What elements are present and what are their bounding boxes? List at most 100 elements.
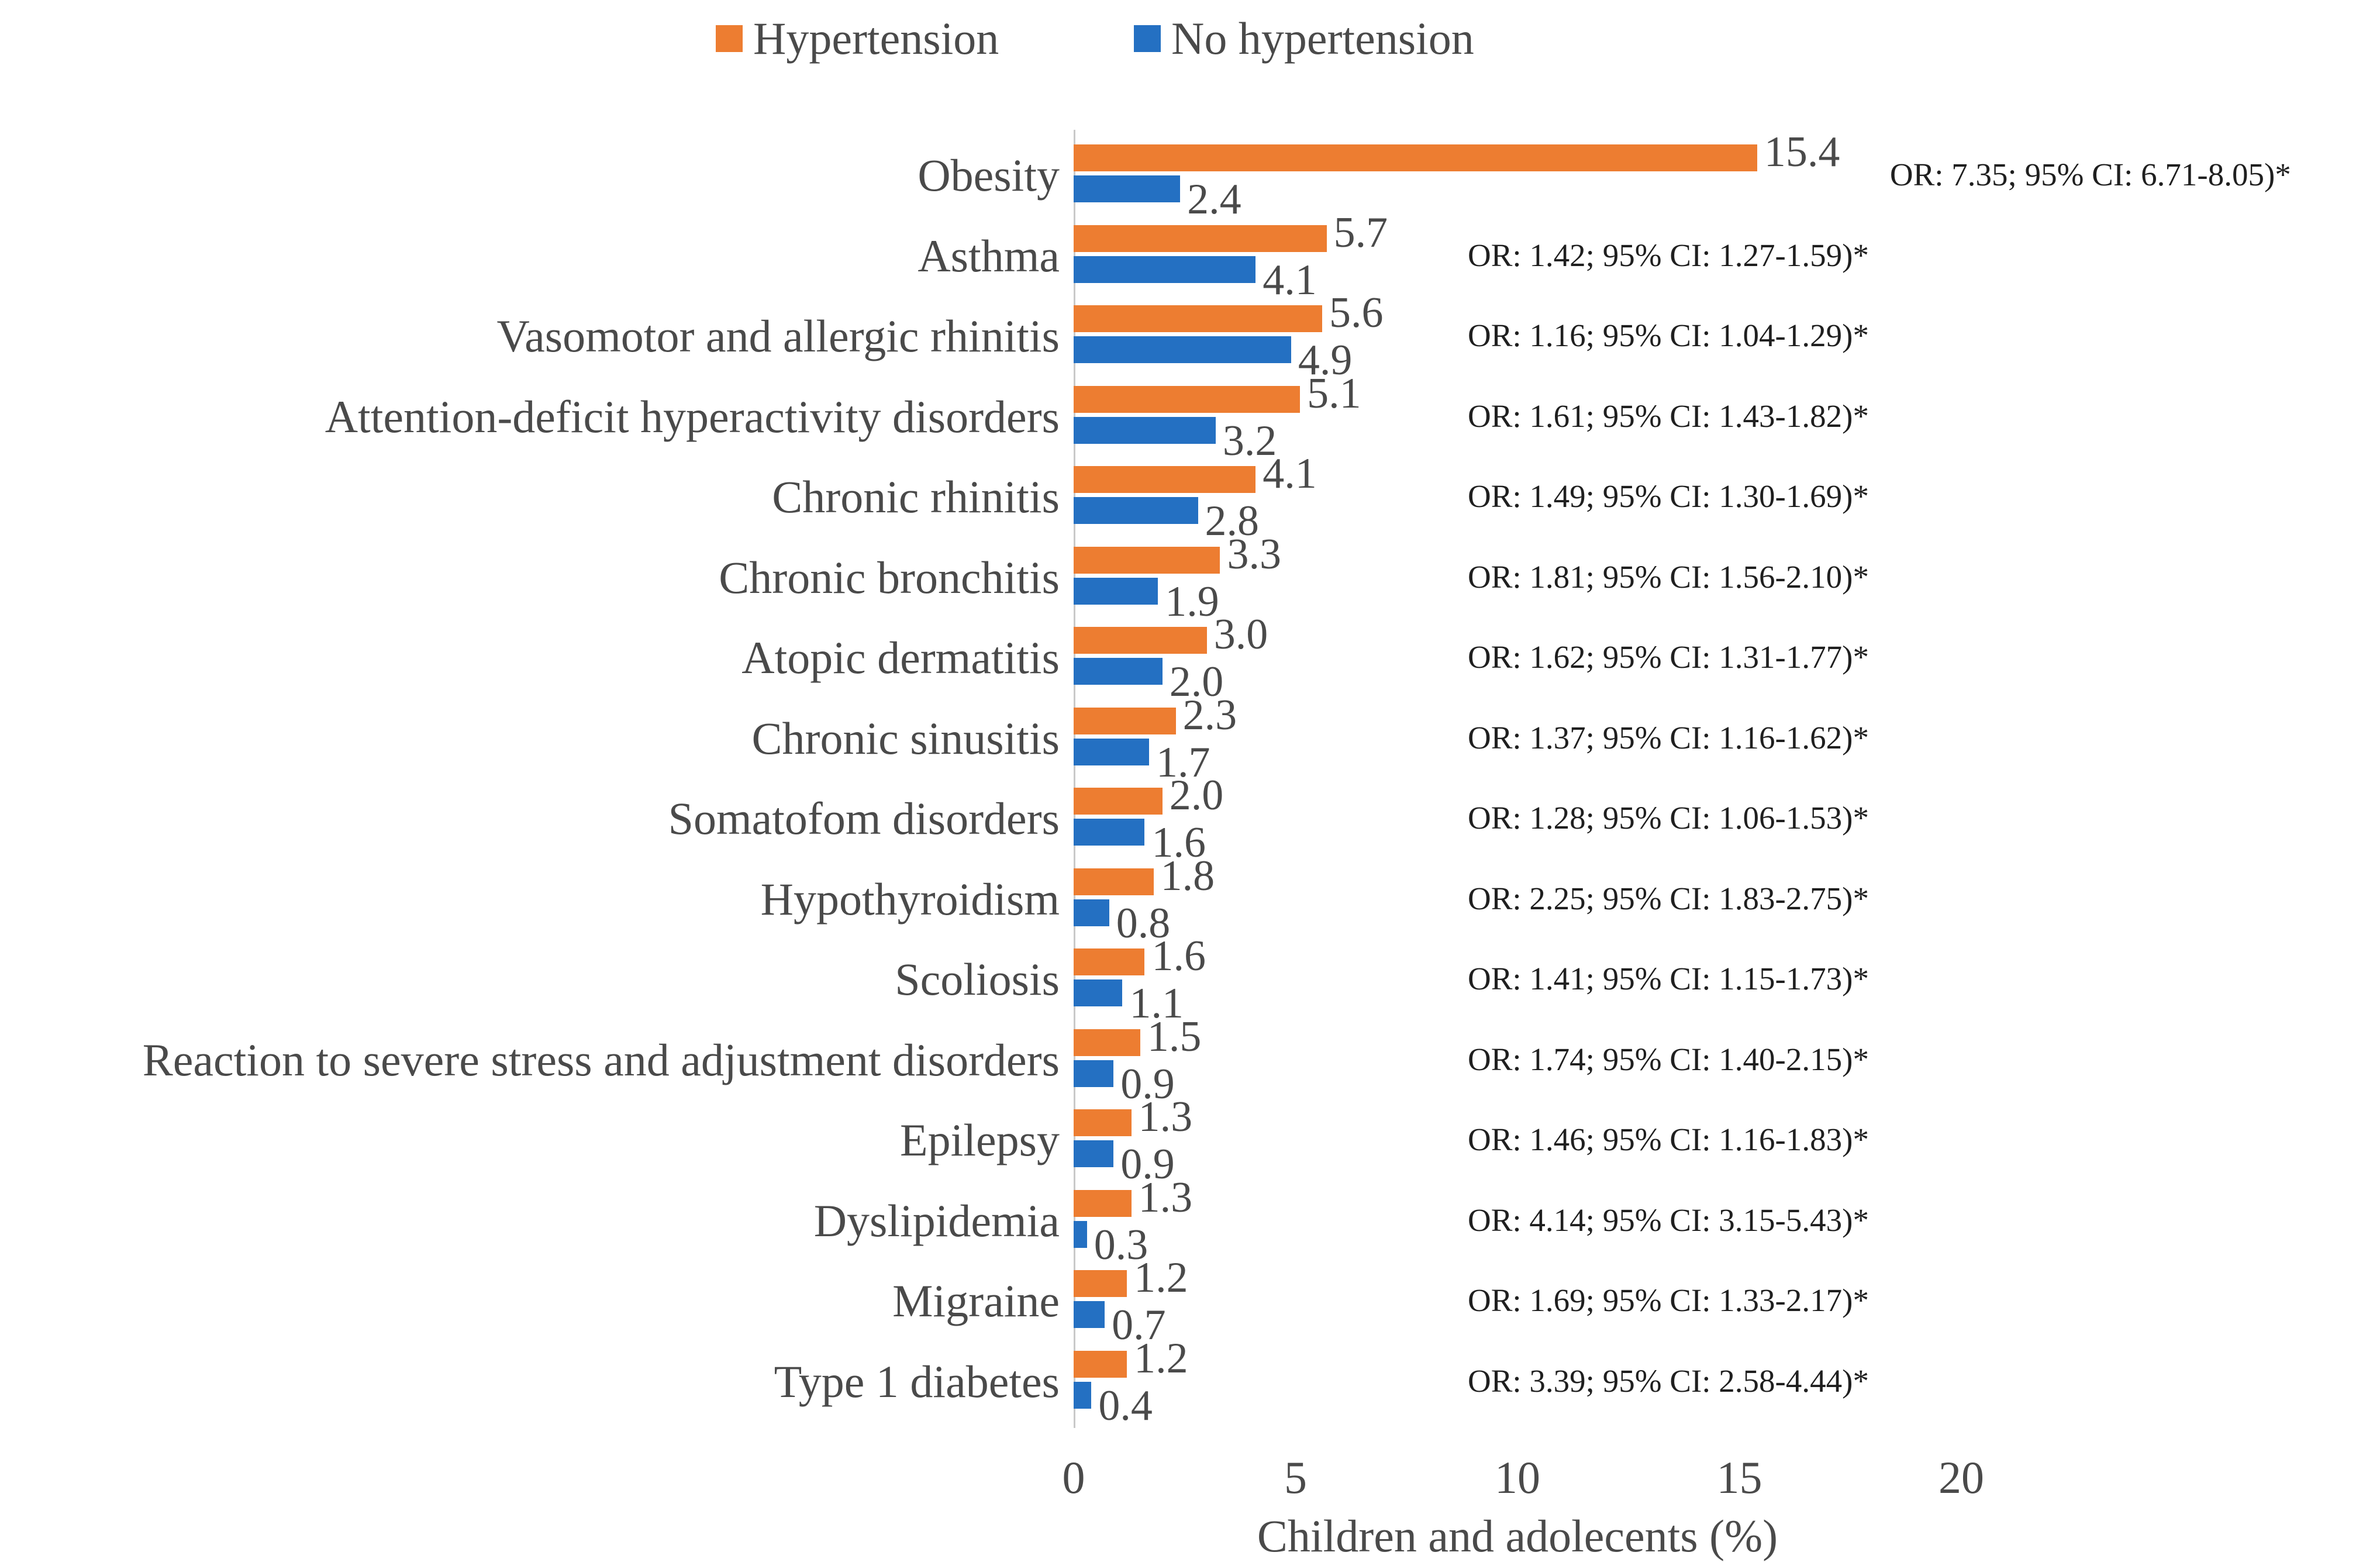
hypertension-value-label: 5.6	[1329, 289, 1384, 337]
odds-ratio-annotation: OR: 1.62; 95% CI: 1.31-1.77)*	[1468, 639, 1869, 675]
category-label: Attention-deficit hyperactivity disorder…	[325, 391, 1060, 442]
category-label: Epilepsy	[900, 1115, 1060, 1165]
hypertension-value-label: 5.7	[1333, 208, 1388, 257]
hypertension-bar	[1074, 546, 1220, 574]
category-label: Scoliosis	[895, 954, 1060, 1005]
odds-ratio-annotation: OR: 1.16; 95% CI: 1.04-1.29)*	[1468, 318, 1869, 353]
category-label: Migraine	[892, 1275, 1060, 1326]
hypertension-bar	[1074, 627, 1207, 654]
no-hypertension-bar	[1074, 738, 1150, 765]
odds-ratio-annotation: OR: 3.39; 95% CI: 2.58-4.44)*	[1468, 1363, 1869, 1399]
category-label: Chronic rhinitis	[772, 471, 1060, 522]
legend-item-no-hypertension: No hypertension	[1134, 11, 1474, 67]
odds-ratio-annotation: OR: 7.35; 95% CI: 6.71-8.05)*	[1889, 157, 2291, 192]
no-hypertension-value-label: 0.7	[1112, 1301, 1166, 1349]
no-hypertension-value-label: 0.9	[1120, 1140, 1175, 1188]
hypertension-value-label: 1.2	[1134, 1254, 1188, 1302]
hypertension-bar	[1074, 1270, 1127, 1297]
hypertension-bar	[1074, 788, 1163, 815]
x-tick-label: 10	[1495, 1452, 1540, 1503]
no-hypertension-bar	[1074, 256, 1256, 283]
x-tick-label: 0	[1062, 1452, 1085, 1503]
hypertension-value-label: 1.6	[1151, 932, 1206, 980]
hypertension-bar	[1074, 1109, 1132, 1136]
no-hypertension-value-label: 3.2	[1222, 416, 1277, 465]
x-tick-label: 5	[1284, 1452, 1307, 1503]
hypertension-value-label: 1.8	[1160, 851, 1215, 900]
no-hypertension-value-label: 4.9	[1298, 336, 1353, 384]
category-label: Asthma	[917, 230, 1060, 281]
category-label: Chronic sinusitis	[751, 712, 1060, 764]
no-hypertension-bar	[1074, 577, 1158, 605]
odds-ratio-annotation: OR: 1.37; 95% CI: 1.16-1.62)*	[1468, 719, 1869, 756]
hypertension-bar	[1074, 868, 1154, 895]
odds-ratio-annotation: OR: 4.14; 95% CI: 3.15-5.43)*	[1468, 1202, 1869, 1238]
odds-ratio-annotation: OR: 1.46; 95% CI: 1.16-1.83)*	[1468, 1122, 1869, 1157]
no-hypertension-bar	[1074, 819, 1145, 846]
hypertension-legend-label: Hypertension	[753, 13, 999, 64]
odds-ratio-annotation: OR: 1.42; 95% CI: 1.27-1.59)*	[1468, 237, 1869, 273]
no-hypertension-bar	[1074, 658, 1163, 685]
hypertension-bar	[1074, 948, 1145, 975]
no-hypertension-value-label: 1.1	[1129, 979, 1184, 1027]
hypertension-value-label: 4.1	[1263, 450, 1317, 498]
hypertension-bar	[1074, 385, 1301, 413]
no-hypertension-legend-swatch	[1134, 25, 1161, 52]
category-axis-line	[1074, 130, 1075, 1428]
no-hypertension-value-label: 2.8	[1205, 497, 1260, 545]
no-hypertension-value-label: 0.9	[1120, 1060, 1175, 1108]
odds-ratio-annotation: OR: 1.74; 95% CI: 1.40-2.15)*	[1468, 1041, 1869, 1077]
no-hypertension-bar	[1074, 1140, 1114, 1167]
no-hypertension-bar	[1074, 1060, 1114, 1087]
no-hypertension-value-label: 1.9	[1165, 577, 1219, 626]
no-hypertension-value-label: 1.6	[1151, 819, 1206, 867]
no-hypertension-bar	[1074, 175, 1181, 202]
odds-ratio-annotation: OR: 1.69; 95% CI: 1.33-2.17)*	[1468, 1282, 1869, 1318]
odds-ratio-annotation: OR: 1.61; 95% CI: 1.43-1.82)*	[1468, 398, 1869, 434]
hypertension-legend-swatch	[716, 25, 743, 52]
no-hypertension-bar	[1074, 416, 1216, 444]
category-label: Reaction to severe stress and adjustment…	[142, 1034, 1060, 1085]
no-hypertension-bar	[1074, 336, 1291, 363]
no-hypertension-value-label: 1.7	[1156, 738, 1210, 787]
legend-item-hypertension: Hypertension	[716, 11, 999, 67]
no-hypertension-value-label: 2.4	[1187, 175, 1241, 223]
no-hypertension-value-label: 0.8	[1116, 899, 1171, 947]
category-label: Chronic bronchitis	[719, 551, 1060, 603]
category-label: Dyslipidemia	[813, 1195, 1060, 1246]
hypertension-bar	[1074, 466, 1256, 493]
x-tick-label: 15	[1716, 1452, 1762, 1503]
hypertension-bar	[1074, 305, 1323, 332]
hypertension-bar	[1074, 707, 1176, 734]
no-hypertension-value-label: 0.3	[1094, 1220, 1148, 1269]
hypertension-value-label: 15.4	[1764, 128, 1840, 176]
no-hypertension-bar	[1074, 979, 1123, 1006]
hypertension-value-label: 3.0	[1213, 610, 1268, 658]
no-hypertension-bar	[1074, 899, 1109, 926]
no-hypertension-bar	[1074, 1220, 1087, 1248]
hypertension-value-label: 1.3	[1138, 1173, 1193, 1222]
hypertension-bar	[1074, 225, 1327, 252]
hypertension-bar	[1074, 1350, 1127, 1378]
x-axis-title: Children and adolecents (%)	[1257, 1510, 1778, 1561]
x-tick-label: 20	[1939, 1452, 1984, 1503]
no-hypertension-bar	[1074, 1381, 1092, 1409]
no-hypertension-bar	[1074, 497, 1198, 524]
odds-ratio-annotation: OR: 1.49; 95% CI: 1.30-1.69)*	[1468, 478, 1869, 514]
category-label: Somatofom disorders	[668, 793, 1060, 844]
hypertension-value-label: 1.3	[1138, 1093, 1193, 1141]
category-label: Atopic dermatitis	[741, 632, 1060, 683]
hypertension-bar	[1074, 1029, 1140, 1056]
hypertension-value-label: 3.3	[1227, 530, 1281, 578]
no-hypertension-value-label: 2.0	[1169, 658, 1224, 706]
hypertension-value-label: 2.3	[1182, 691, 1237, 739]
odds-ratio-annotation: OR: 2.25; 95% CI: 1.83-2.75)*	[1468, 880, 1869, 916]
no-hypertension-bar	[1074, 1301, 1105, 1328]
no-hypertension-value-label: 0.4	[1098, 1381, 1153, 1430]
hypertension-value-label: 2.0	[1169, 771, 1224, 819]
category-label: Vasomotor and allergic rhinitis	[496, 311, 1060, 361]
hypertension-value-label: 5.1	[1307, 369, 1361, 418]
category-label: Type 1 diabetes	[774, 1355, 1060, 1407]
odds-ratio-annotation: OR: 1.81; 95% CI: 1.56-2.10)*	[1468, 558, 1869, 595]
